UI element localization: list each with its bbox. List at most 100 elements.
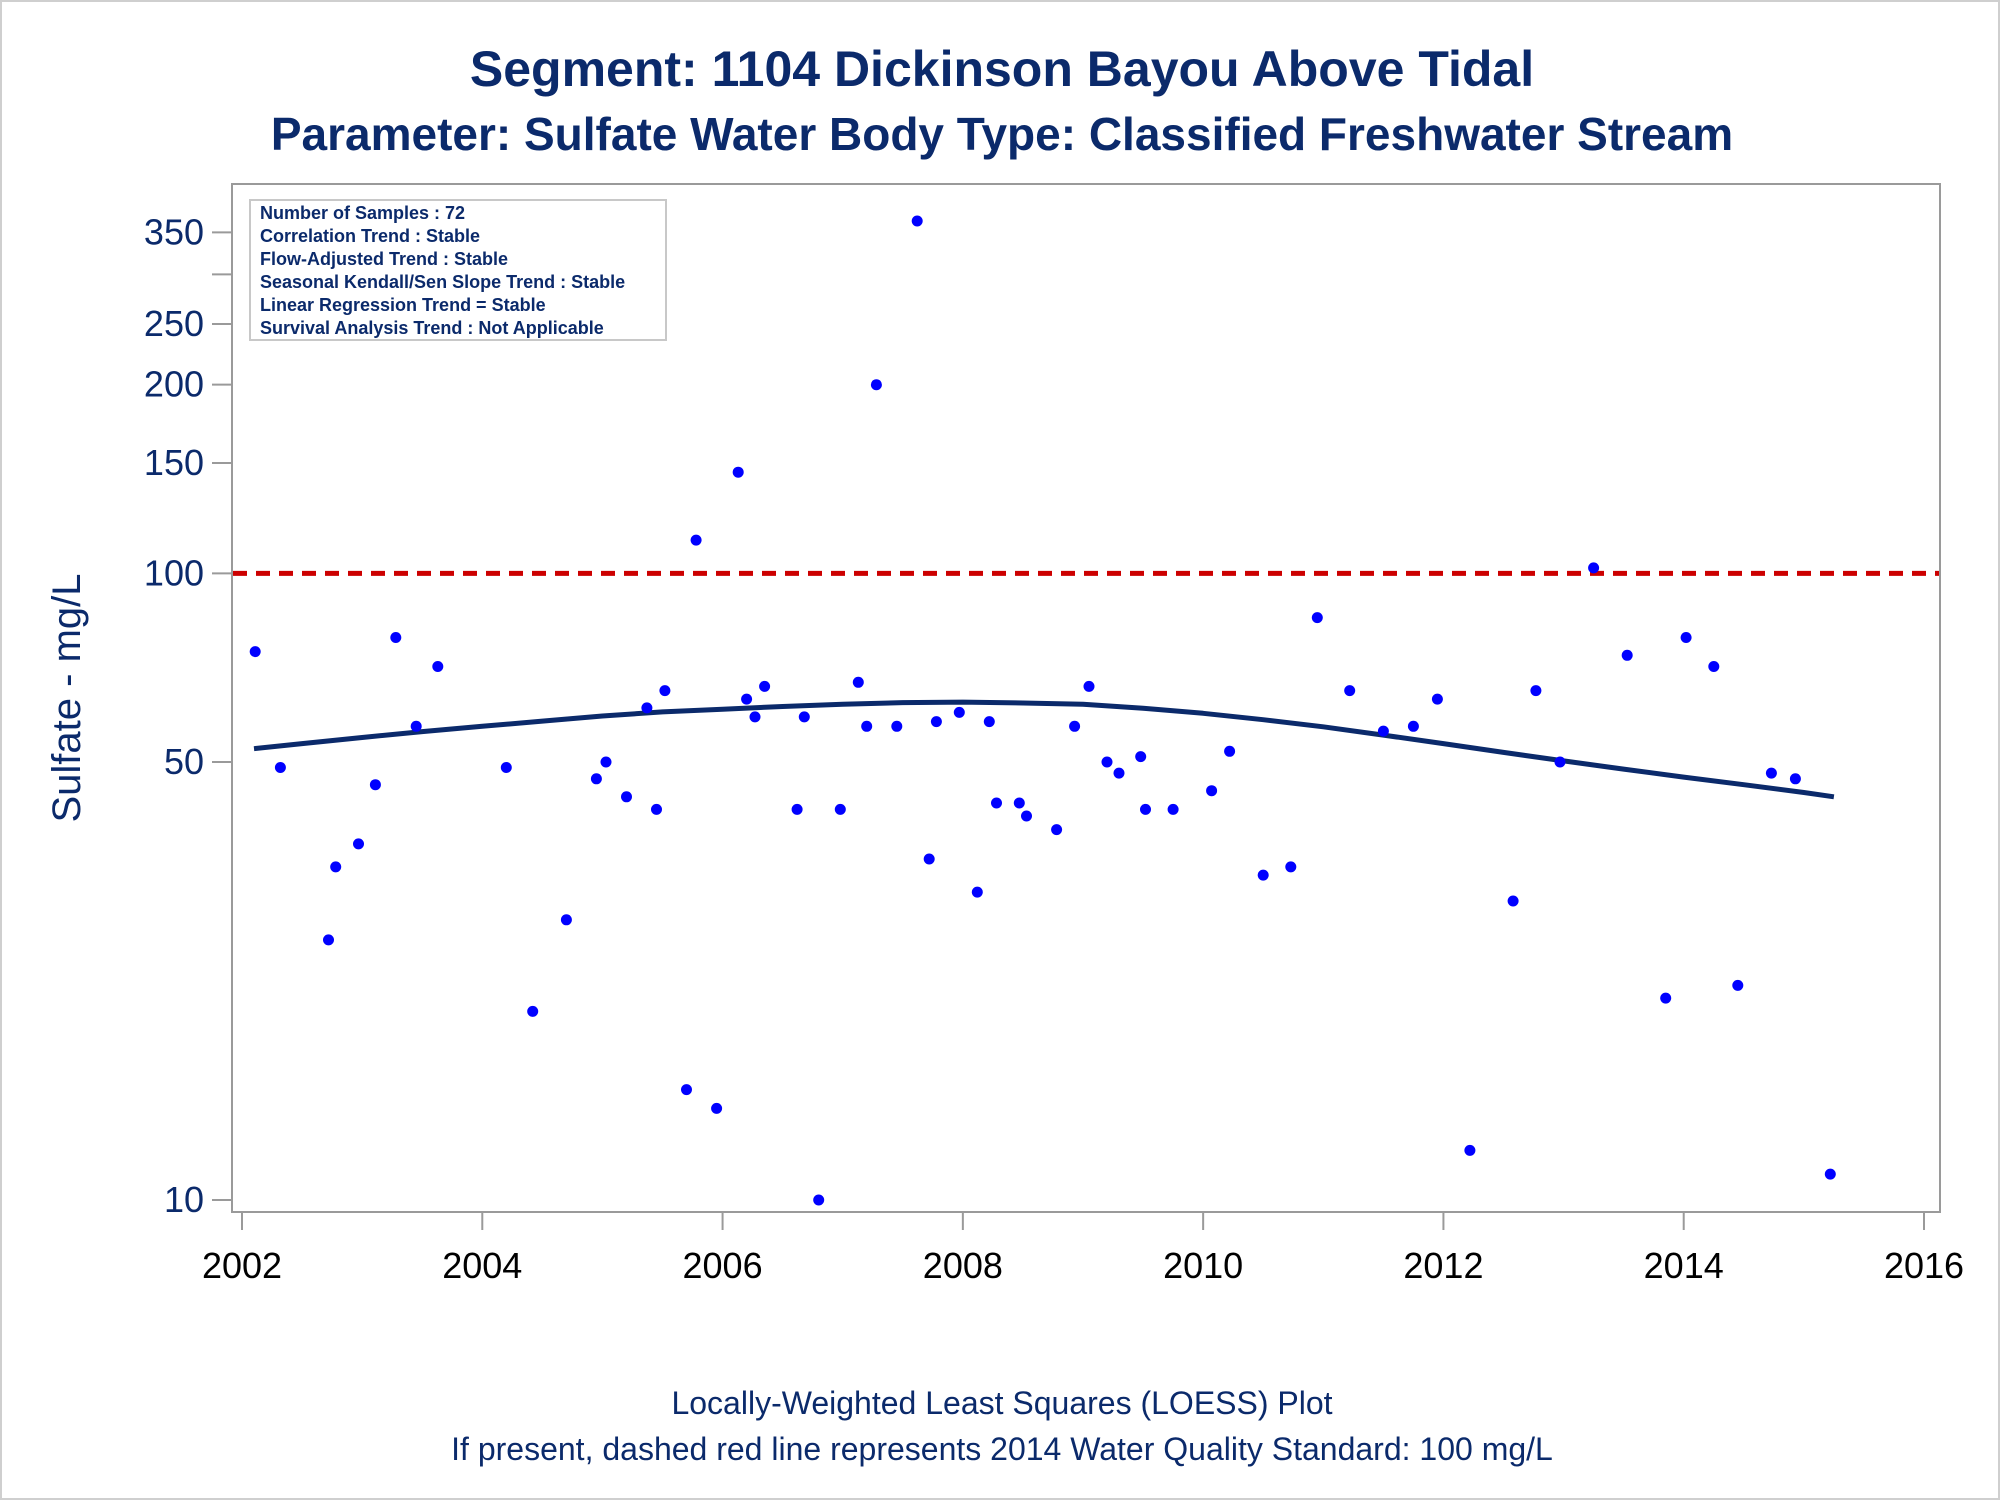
data-point — [1135, 751, 1147, 763]
data-point — [791, 803, 803, 815]
data-point — [1113, 767, 1125, 779]
data-point — [1167, 803, 1179, 815]
data-point — [1660, 992, 1672, 1004]
data-point — [681, 1084, 692, 1096]
info-line-seasonal-kendall: Seasonal Kendall/Sen Slope Trend : Stabl… — [260, 272, 625, 292]
data-point — [249, 646, 261, 658]
y-tick-label: 200 — [144, 364, 204, 405]
data-point — [911, 215, 923, 227]
data-point — [1708, 661, 1720, 672]
data-point — [953, 706, 965, 718]
x-tick-label: 2002 — [202, 1245, 282, 1286]
data-point — [741, 693, 753, 705]
data-point — [1407, 720, 1419, 732]
y-tick-label: 10 — [164, 1179, 204, 1220]
loess-layer — [253, 699, 1835, 800]
x-tick-label: 2010 — [1163, 1245, 1243, 1286]
info-line-samples: Number of Samples : 72 — [260, 203, 465, 223]
y-tick-label: 250 — [144, 303, 204, 344]
data-point — [834, 803, 846, 815]
data-point — [1257, 869, 1269, 881]
data-point — [1206, 785, 1218, 797]
data-point — [1789, 773, 1801, 785]
loess-curve — [253, 699, 1835, 800]
info-box: Number of Samples : 72 Correlation Trend… — [249, 199, 667, 341]
footnote-standard: If present, dashed red line represents 2… — [451, 1431, 1553, 1467]
data-point — [732, 466, 744, 478]
data-point — [1732, 979, 1744, 991]
data-point — [1311, 612, 1323, 624]
chart-title: Segment: 1104 Dickinson Bayou Above Tida… — [470, 41, 1534, 97]
y-tick-label: 50 — [164, 741, 204, 782]
info-line-flow-adjusted: Flow-Adjusted Trend : Stable — [260, 249, 508, 269]
data-point — [1285, 861, 1297, 873]
y-tick-label: 100 — [144, 552, 204, 593]
data-point — [659, 685, 671, 697]
y-axis: 10 50 100 150 200 250 350 — [144, 211, 232, 1220]
data-point — [971, 886, 983, 898]
x-tick-label: 2014 — [1644, 1245, 1724, 1286]
data-point — [1140, 803, 1151, 815]
data-point — [1621, 649, 1633, 661]
data-point — [1013, 797, 1025, 809]
plot-area — [231, 183, 1941, 1213]
data-point — [390, 632, 402, 643]
data-point — [560, 914, 572, 926]
x-axis: 2002 2004 2006 2008 2010 2012 2014 2016 — [202, 1212, 1964, 1286]
data-point — [991, 797, 1002, 809]
data-point — [1224, 745, 1236, 757]
data-point — [690, 534, 702, 546]
data-point — [1530, 685, 1542, 697]
data-point — [870, 379, 882, 391]
x-tick-label: 2004 — [442, 1245, 522, 1286]
data-point — [1431, 693, 1443, 705]
data-point — [711, 1102, 723, 1114]
data-point — [1680, 632, 1692, 643]
data-point — [983, 716, 995, 728]
data-point — [1554, 756, 1566, 768]
data-point — [323, 934, 334, 946]
data-point — [1083, 680, 1095, 692]
data-point — [621, 791, 632, 803]
data-point — [353, 838, 364, 850]
data-point — [1051, 824, 1063, 836]
points-layer — [249, 215, 1836, 1206]
data-point — [1588, 562, 1600, 574]
info-line-correlation: Correlation Trend : Stable — [260, 226, 480, 246]
data-point — [749, 711, 761, 723]
data-point — [330, 861, 342, 873]
info-line-survival: Survival Analysis Trend : Not Applicable — [260, 318, 604, 338]
data-point — [1507, 895, 1519, 907]
data-point — [369, 779, 381, 791]
y-axis-label: Sulfate - mg/L — [45, 573, 89, 822]
data-point — [500, 762, 512, 773]
x-tick-label: 2012 — [1403, 1245, 1483, 1286]
chart-subtitle: Parameter: Sulfate Water Body Type: Clas… — [271, 108, 1733, 160]
data-point — [600, 756, 612, 768]
data-point — [1464, 1144, 1476, 1156]
data-point — [410, 720, 422, 732]
footnote-loess: Locally-Weighted Least Squares (LOESS) P… — [671, 1385, 1332, 1421]
data-point — [852, 676, 864, 688]
data-point — [891, 720, 903, 732]
data-point — [1377, 725, 1389, 737]
data-point — [527, 1005, 539, 1017]
data-point — [432, 661, 444, 672]
x-tick-label: 2006 — [683, 1245, 763, 1286]
x-tick-label: 2016 — [1884, 1245, 1964, 1286]
data-point — [923, 853, 935, 865]
y-tick-label: 350 — [144, 211, 204, 252]
data-point — [274, 762, 286, 773]
x-tick-label: 2008 — [923, 1245, 1003, 1286]
data-point — [1069, 720, 1081, 732]
data-point — [1101, 756, 1113, 768]
info-box-border — [249, 199, 667, 341]
y-tick-label: 150 — [144, 442, 204, 483]
data-point — [813, 1194, 825, 1206]
data-point — [590, 773, 602, 785]
data-point — [930, 716, 942, 728]
data-point — [641, 702, 653, 714]
data-point — [759, 680, 771, 692]
